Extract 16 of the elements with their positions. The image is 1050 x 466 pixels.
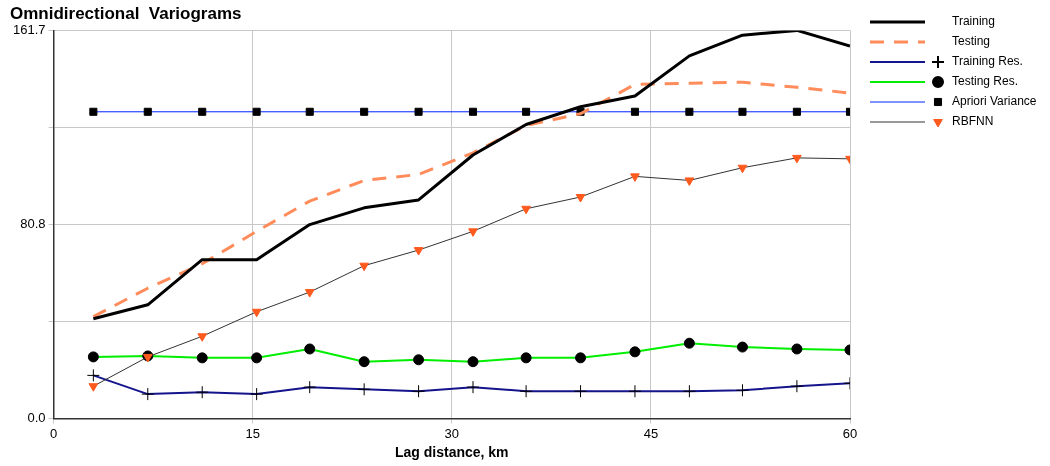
x-tick-label: 15 bbox=[245, 425, 260, 441]
x-tick-label: 0 bbox=[49, 425, 58, 441]
legend-label: Apriori Variance bbox=[952, 94, 1037, 109]
x-tick-label: 45 bbox=[643, 425, 659, 441]
legend-label: Testing Res. bbox=[952, 74, 1019, 89]
x-axis-title: Lag distance, km bbox=[394, 444, 509, 461]
y-tick-label: 161.7 bbox=[12, 21, 46, 37]
x-tick-label: 30 bbox=[444, 425, 459, 441]
x-tick-label: 60 bbox=[842, 425, 858, 441]
legend-label: Training bbox=[952, 14, 995, 29]
legend-label: RBFNN bbox=[952, 114, 994, 129]
y-tick-label: 80.8 bbox=[20, 216, 46, 232]
y-tick-label: 0.0 bbox=[27, 410, 46, 426]
legend-label: Training Res. bbox=[952, 54, 1023, 69]
chart-title: Omnidirectional Variograms bbox=[10, 3, 242, 23]
legend-label: Testing bbox=[952, 34, 991, 49]
